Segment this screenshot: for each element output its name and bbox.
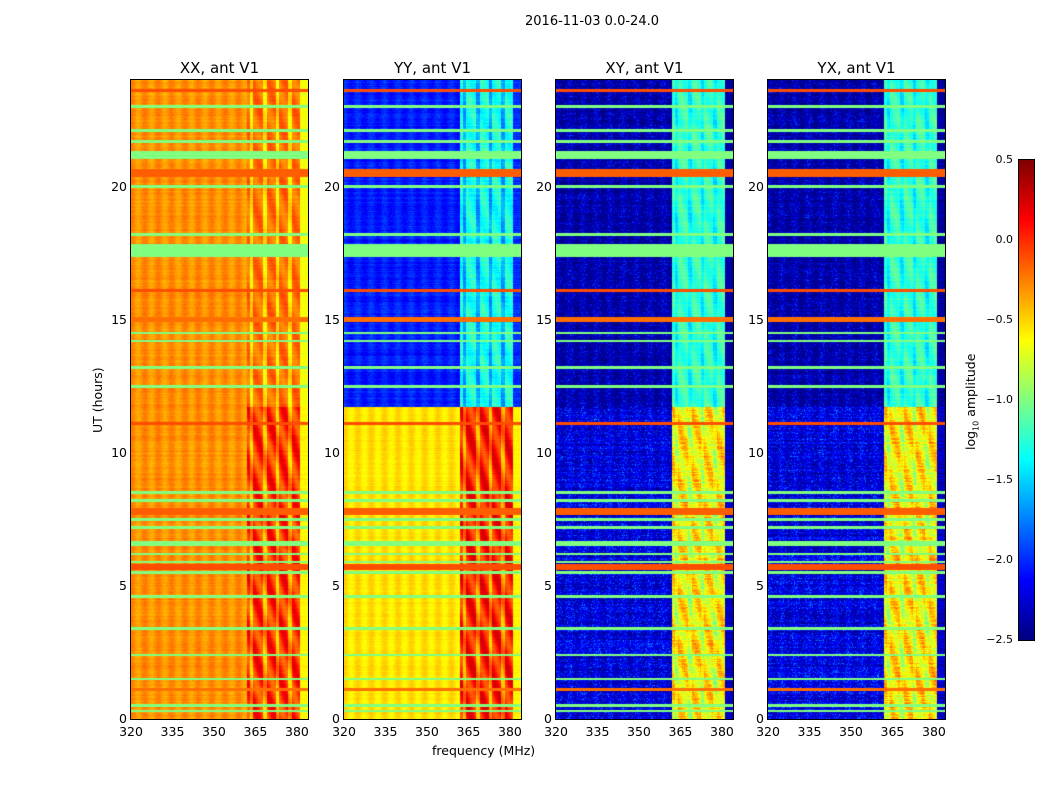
x-tick-label: 350 bbox=[202, 724, 226, 739]
y-tick-label: 20 bbox=[748, 178, 764, 194]
y-tick-label: 0 bbox=[544, 711, 552, 726]
panel-title: XX, ant V1 bbox=[179, 59, 260, 77]
x-tick-label: 335 bbox=[585, 724, 610, 739]
y-tick-label: 15 bbox=[536, 311, 552, 327]
x-tick-label: 320 bbox=[544, 724, 568, 739]
heatmap-xx bbox=[131, 80, 308, 719]
colorbar-label-rest: amplitude bbox=[963, 353, 978, 421]
x-tick-label: 320 bbox=[756, 724, 780, 739]
y-tick-label: 5 bbox=[332, 577, 340, 593]
colorbar-tick-label: 0.5 bbox=[995, 153, 1014, 166]
x-tick-label: 320 bbox=[332, 724, 356, 739]
y-tick-label: 15 bbox=[748, 311, 764, 327]
y-tick-label: 5 bbox=[544, 577, 552, 593]
colorbar-label-sub: 10 bbox=[971, 420, 981, 431]
y-tick-label: 0 bbox=[756, 711, 764, 726]
y-tick-label: 5 bbox=[756, 577, 764, 593]
colorbar-tick-label: −1.0 bbox=[986, 393, 1013, 406]
y-tick-label: 20 bbox=[324, 178, 340, 194]
heatmap-yx bbox=[768, 80, 945, 719]
colorbar-label-main: log bbox=[963, 430, 978, 450]
panel-title: YX, ant V1 bbox=[817, 59, 896, 77]
x-tick-label: 350 bbox=[839, 724, 863, 739]
colorbar-label: log10 amplitude bbox=[963, 354, 981, 450]
x-tick-label: 320 bbox=[119, 724, 143, 739]
x-axis-label: frequency (MHz) bbox=[432, 743, 536, 758]
y-tick-label: 0 bbox=[119, 711, 127, 726]
colorbar-tick-label: −0.5 bbox=[986, 313, 1013, 326]
y-tick-label: 10 bbox=[748, 444, 764, 460]
x-tick-label: 335 bbox=[373, 724, 398, 739]
colorbar-tick-label: −2.0 bbox=[986, 553, 1013, 566]
x-tick-label: 380 bbox=[498, 724, 522, 739]
colorbar-tick-label: 0.0 bbox=[995, 233, 1014, 246]
y-tick-label: 15 bbox=[111, 311, 127, 327]
x-tick-label: 335 bbox=[797, 724, 822, 739]
x-tick-label: 365 bbox=[456, 724, 481, 739]
heatmap-xy bbox=[556, 80, 733, 719]
heatmap-yy bbox=[344, 80, 521, 719]
x-tick-label: 350 bbox=[627, 724, 651, 739]
colorbar-tick-label: −1.5 bbox=[986, 473, 1013, 486]
y-tick-label: 10 bbox=[536, 444, 552, 460]
x-tick-label: 365 bbox=[243, 724, 268, 739]
y-tick-label: 20 bbox=[111, 178, 127, 194]
panel-title: XY, ant V1 bbox=[605, 59, 684, 77]
x-tick-label: 380 bbox=[285, 724, 309, 739]
y-tick-label: 5 bbox=[119, 577, 127, 593]
colorbar bbox=[1019, 160, 1034, 640]
x-tick-label: 365 bbox=[880, 724, 905, 739]
panel-title: YY, ant V1 bbox=[393, 59, 471, 77]
x-tick-label: 350 bbox=[415, 724, 439, 739]
figure-title: 2016-11-03 0.0-24.0 bbox=[525, 14, 659, 29]
y-axis-label: UT (hours) bbox=[90, 367, 105, 433]
y-tick-label: 20 bbox=[536, 178, 552, 194]
x-tick-label: 380 bbox=[710, 724, 734, 739]
y-tick-label: 15 bbox=[324, 311, 340, 327]
colorbar-tick-label: −2.5 bbox=[986, 633, 1013, 646]
x-tick-label: 380 bbox=[922, 724, 946, 739]
y-tick-label: 10 bbox=[111, 444, 127, 460]
y-tick-label: 10 bbox=[324, 444, 340, 460]
x-tick-label: 335 bbox=[160, 724, 185, 739]
x-tick-label: 365 bbox=[668, 724, 693, 739]
y-tick-label: 0 bbox=[332, 711, 340, 726]
